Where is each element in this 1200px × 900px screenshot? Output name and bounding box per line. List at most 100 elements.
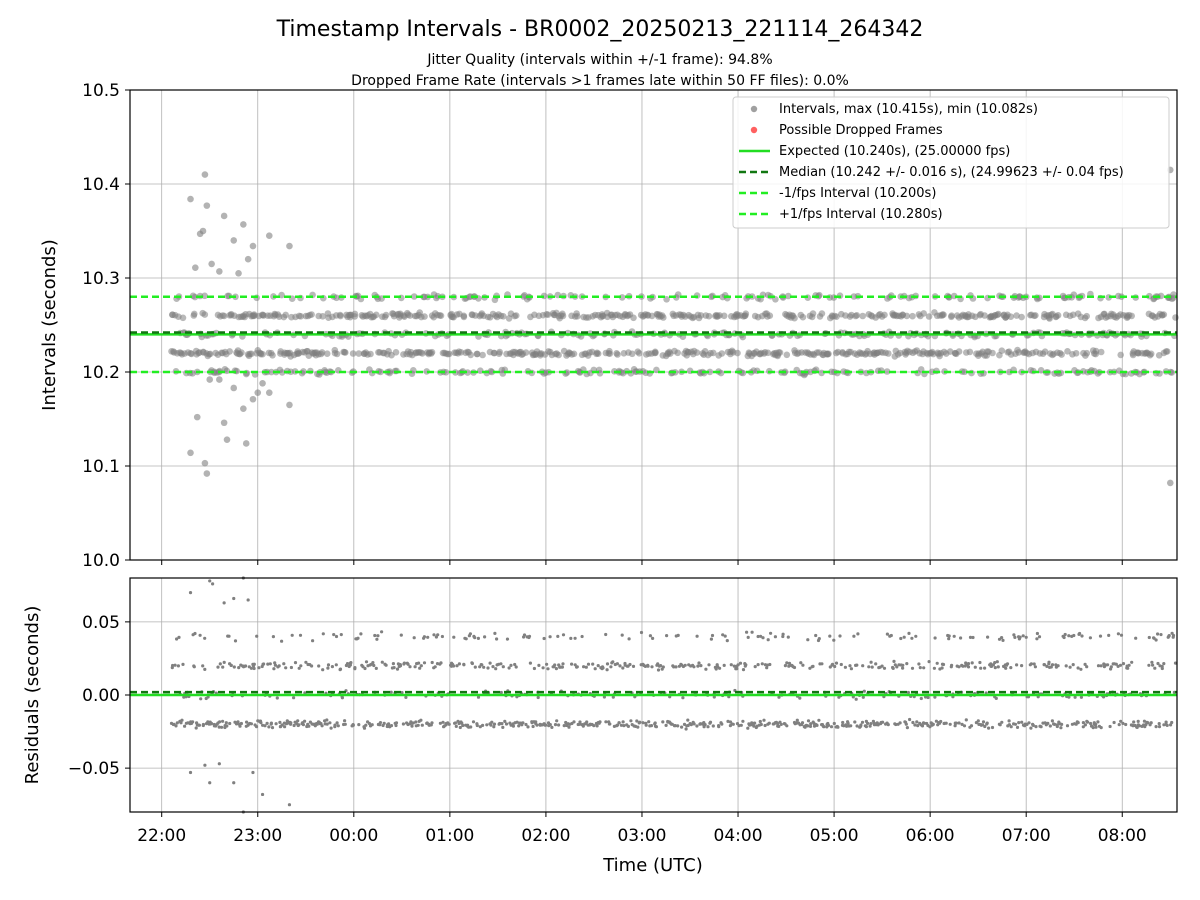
interval-point	[1041, 348, 1049, 356]
residual-point	[546, 667, 550, 671]
interval-outlier-point	[240, 405, 247, 412]
residual-point	[962, 724, 967, 728]
residual-point	[417, 661, 421, 665]
residual-point	[829, 725, 834, 729]
residual-point	[426, 635, 430, 639]
residual-point	[1160, 664, 1164, 669]
interval-point	[693, 349, 701, 356]
residual-point	[411, 721, 415, 725]
residual-point	[1119, 633, 1124, 637]
interval-point	[1070, 291, 1078, 299]
intervals-panel: 10.0 10.1 10.2 10.3 10.4 10.5 Intervals (seco…	[39, 81, 1179, 571]
residual-point	[282, 662, 286, 666]
residual-point	[814, 633, 818, 638]
residual-point	[692, 722, 696, 726]
residual-point	[869, 722, 873, 726]
residual-point	[852, 634, 856, 638]
residual-point	[372, 663, 376, 668]
residual-point	[767, 721, 771, 725]
residual-point	[1046, 721, 1050, 726]
residual-point	[272, 667, 276, 671]
residual-outlier-point	[287, 803, 292, 807]
residual-point	[815, 723, 819, 728]
interval-point	[705, 312, 713, 320]
residual-point	[726, 719, 730, 724]
residual-point	[394, 723, 398, 728]
residual-point	[203, 667, 207, 672]
residual-point	[830, 662, 835, 667]
residual-point	[695, 724, 699, 728]
residual-point	[941, 662, 946, 667]
interval-point	[1015, 349, 1022, 356]
interval-point	[955, 348, 963, 355]
residual-point	[598, 720, 602, 724]
residual-point	[861, 664, 865, 668]
residual-point	[798, 696, 802, 700]
residual-point	[233, 639, 238, 643]
residual-point	[289, 721, 293, 725]
residual-outlier-point	[217, 762, 221, 766]
residual-point	[785, 724, 789, 728]
residual-point	[501, 665, 505, 669]
residual-point	[414, 720, 418, 724]
residual-point	[659, 664, 663, 668]
interval-outlier-point	[208, 260, 215, 268]
residual-point	[708, 720, 713, 724]
residual-point	[656, 662, 660, 666]
intervals-frame	[129, 89, 1178, 561]
residual-point	[919, 696, 923, 701]
residual-point	[1053, 722, 1057, 727]
interval-point	[1128, 312, 1135, 320]
residual-point	[561, 633, 566, 637]
interval-point	[421, 313, 428, 320]
residual-point	[661, 720, 665, 724]
residual-point	[710, 633, 715, 638]
interval-outlier-point	[244, 255, 252, 263]
residual-point	[1029, 662, 1033, 666]
residual-point	[461, 723, 465, 728]
interval-point	[853, 312, 861, 319]
residual-point	[534, 720, 538, 724]
residual-point	[289, 665, 293, 670]
interval-point	[606, 350, 614, 358]
residual-point	[1099, 664, 1103, 668]
residual-point	[458, 725, 462, 730]
residual-point	[593, 667, 597, 671]
residual-point	[615, 723, 620, 727]
residual-point	[548, 635, 552, 639]
residual-point	[249, 666, 253, 670]
interval-point	[674, 349, 681, 357]
residual-point	[973, 665, 977, 669]
interval-point	[201, 311, 209, 318]
residual-point	[192, 665, 196, 669]
residual-point	[866, 721, 870, 726]
residual-point	[1059, 726, 1063, 730]
residual-point	[1137, 724, 1142, 728]
residual-point	[721, 633, 725, 637]
residual-point	[846, 721, 850, 726]
residual-point	[321, 632, 325, 636]
residual-point	[580, 634, 584, 639]
residual-point	[647, 720, 651, 724]
residual-point	[891, 666, 895, 671]
interval-point	[226, 348, 233, 355]
residual-point	[1015, 725, 1020, 730]
intervals-reference-lines	[130, 295, 1177, 374]
residual-point	[353, 666, 357, 670]
interval-point	[206, 350, 214, 358]
residual-point	[1121, 721, 1125, 726]
residual-point	[918, 666, 922, 670]
residual-point	[175, 721, 179, 725]
residual-point	[237, 666, 241, 670]
residual-point	[267, 725, 271, 729]
residual-point	[638, 720, 642, 724]
interval-point	[981, 312, 988, 319]
residual-point	[1081, 725, 1085, 729]
residual-point	[817, 637, 821, 641]
residual-point	[1042, 663, 1047, 667]
residual-point	[1121, 662, 1126, 666]
residual-point	[422, 661, 427, 665]
interval-point	[1163, 348, 1171, 355]
residual-point	[430, 721, 434, 725]
interval-point	[191, 293, 199, 301]
